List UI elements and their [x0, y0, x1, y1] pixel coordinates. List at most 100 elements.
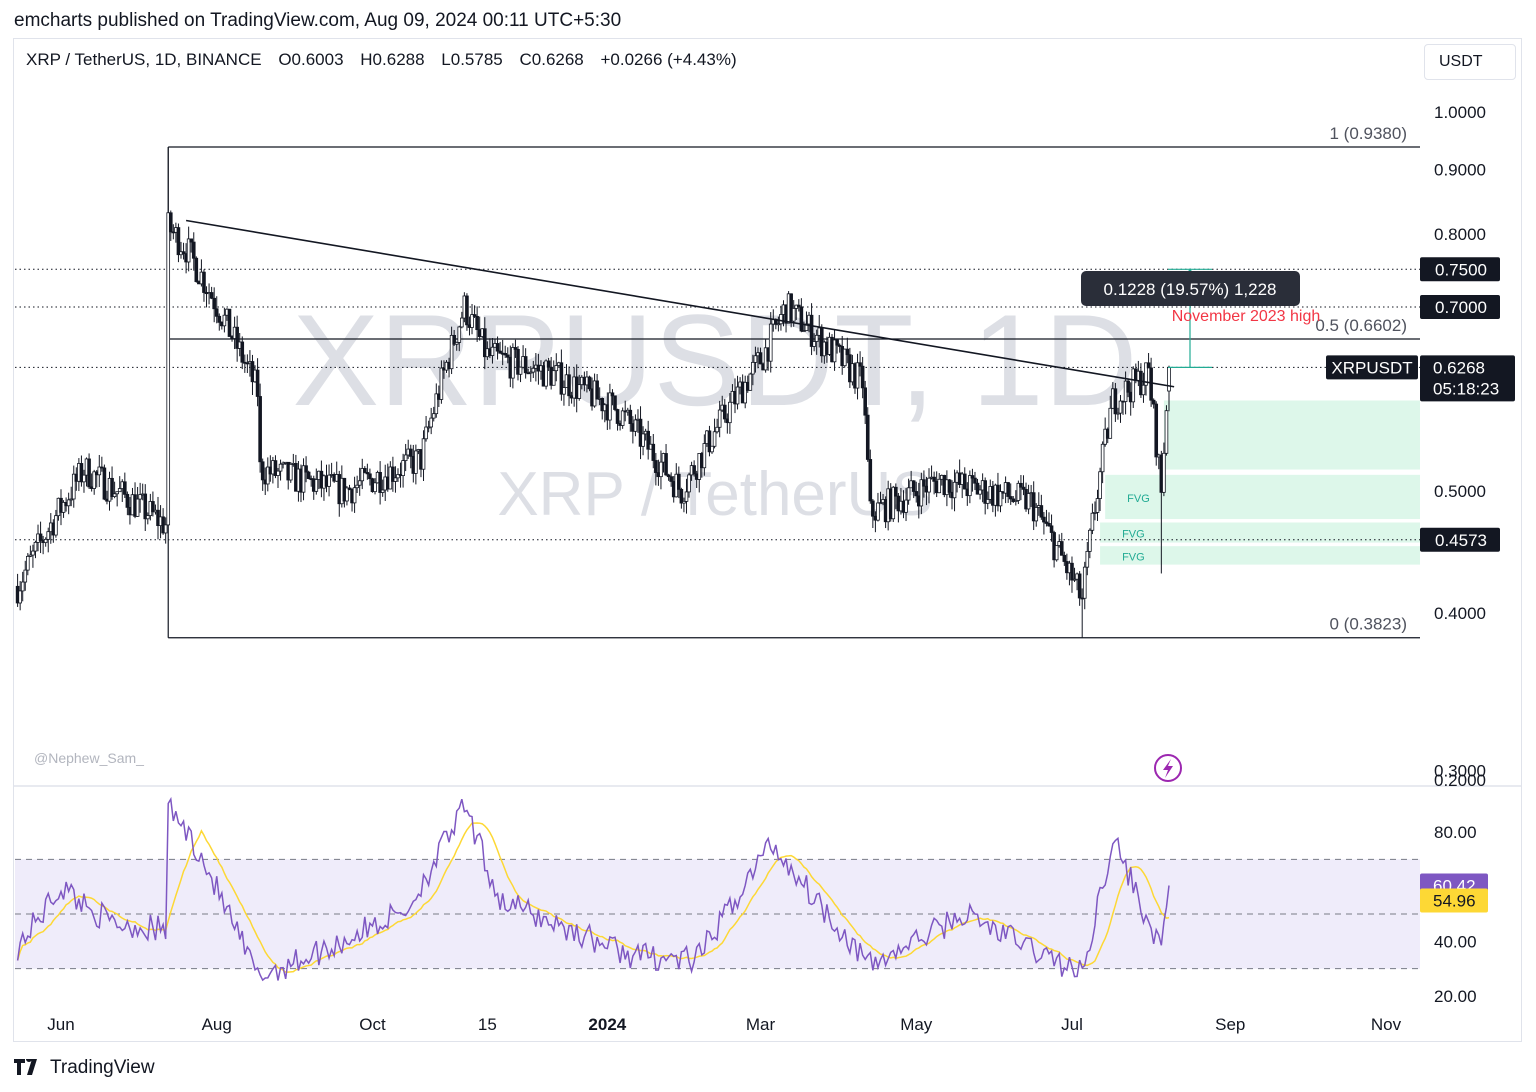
candle-body	[919, 479, 924, 507]
candle-body	[490, 346, 495, 356]
candle-body	[679, 488, 684, 504]
candle-body	[546, 360, 551, 368]
candle-body	[373, 482, 377, 493]
x-tick-label: Sep	[1215, 1015, 1245, 1034]
candle-body	[168, 212, 173, 233]
candle-body	[1108, 407, 1113, 439]
brand-label: TradingView	[50, 1057, 155, 1078]
candle-body	[54, 515, 58, 536]
candle-body	[1070, 562, 1074, 581]
price-label-text: 0.4573	[1435, 531, 1487, 550]
candle-body	[1006, 482, 1010, 497]
candle-body	[799, 306, 804, 332]
candle-body	[69, 498, 74, 501]
candle-body	[559, 362, 564, 395]
candle-body	[82, 474, 86, 483]
candle-body	[970, 475, 975, 479]
candle-body	[937, 478, 942, 494]
candle-body	[503, 353, 508, 356]
candle-body	[363, 468, 367, 473]
candle-body	[669, 476, 673, 482]
candle-body	[46, 531, 51, 540]
fvg-zone	[1100, 522, 1420, 543]
candle-body	[429, 417, 433, 428]
candle-body	[1126, 380, 1130, 393]
candle-body	[891, 486, 896, 520]
candle-body	[638, 418, 643, 447]
currency-button[interactable]: USDT	[1424, 44, 1516, 80]
candle-body	[202, 271, 206, 293]
tradingview-brand[interactable]: TradingView	[14, 1057, 155, 1079]
candle-body	[258, 396, 262, 463]
rsi-y-tick-label: 40.00	[1434, 932, 1477, 951]
candle-body	[952, 481, 957, 499]
candle-body	[163, 524, 168, 534]
candle-body	[288, 463, 293, 481]
candle-body	[209, 292, 214, 299]
candle-body	[1031, 492, 1036, 522]
candle-body	[217, 315, 222, 323]
candle-body	[791, 308, 796, 322]
candle-body	[620, 410, 625, 426]
candle-body	[123, 481, 127, 495]
candle-body	[531, 367, 536, 373]
candle-body	[651, 443, 656, 461]
candle-body	[347, 487, 352, 490]
candle-body	[470, 314, 474, 328]
symbol-name[interactable]: XRP / TetherUS, 1D, BINANCE	[26, 50, 262, 69]
candle-body	[352, 487, 357, 504]
x-tick-label: Jul	[1061, 1015, 1083, 1034]
candle-body	[876, 502, 880, 521]
candle-body	[551, 370, 556, 386]
candle-body	[87, 458, 91, 488]
symbol-label-text: XRPUSDT	[1331, 358, 1412, 377]
candle-body	[408, 448, 413, 457]
candle-body	[567, 374, 571, 397]
candle-body	[112, 493, 117, 497]
price-label-text: 0.7500	[1435, 260, 1487, 279]
candle-body	[194, 257, 199, 282]
rsi-line	[16, 796, 1170, 982]
candle-body	[396, 474, 400, 479]
candle-body	[554, 365, 559, 372]
x-tick-label: Jun	[47, 1015, 74, 1034]
ohlc-close: C0.6268	[519, 50, 584, 69]
rsi-ma-line	[16, 822, 1170, 973]
candle-body	[692, 465, 696, 475]
x-tick-label: Nov	[1371, 1015, 1402, 1034]
candle-body	[345, 487, 349, 502]
candle-body	[975, 482, 980, 495]
candle-body	[357, 480, 362, 486]
candle-body	[832, 339, 837, 363]
candle-body	[454, 342, 459, 345]
price-label-bg	[1420, 257, 1500, 282]
candle-body	[431, 413, 436, 419]
ohlc-change: +0.0266 (+4.43%)	[600, 50, 737, 69]
candle-body	[92, 471, 96, 489]
candle-body	[523, 356, 528, 374]
candle-body	[735, 386, 740, 405]
candle-body	[255, 369, 260, 397]
candle-body	[968, 475, 972, 497]
candle-body	[495, 343, 500, 352]
y-tick-label: 0.3000	[1434, 761, 1486, 780]
candle-body	[779, 314, 783, 325]
candle-body	[23, 569, 28, 583]
fvg-label: FVG	[1122, 529, 1145, 541]
candle-body	[962, 473, 967, 490]
price-label-text: 0.7000	[1435, 298, 1487, 317]
candle-body	[776, 323, 781, 326]
candle-body	[151, 501, 155, 513]
candle-body	[973, 477, 977, 484]
candle-body	[1118, 400, 1123, 414]
candle-body	[516, 348, 520, 375]
trendline	[185, 219, 1175, 388]
candle-body	[365, 472, 370, 475]
candle-body	[666, 474, 671, 478]
candle-body	[449, 334, 454, 370]
y-tick-label: 0.4000	[1434, 604, 1486, 623]
candle-body	[998, 491, 1003, 507]
y-tick-label: 1.0000	[1434, 103, 1486, 122]
x-tick-label: 15	[478, 1015, 497, 1034]
